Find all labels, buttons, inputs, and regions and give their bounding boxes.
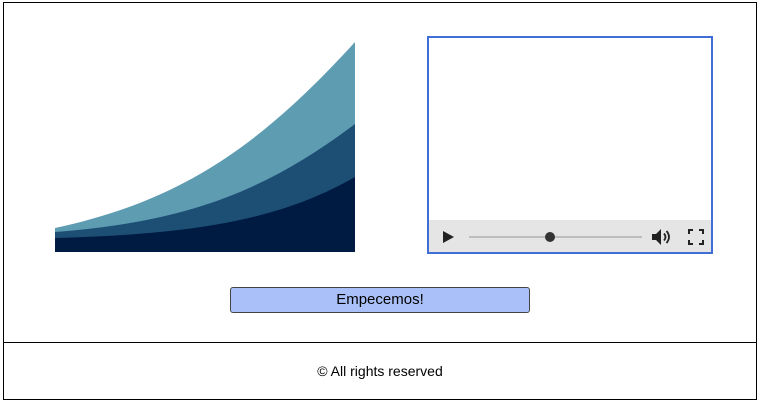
play-icon[interactable] xyxy=(443,231,454,243)
video-screen[interactable] xyxy=(429,38,711,220)
footer-copyright: © All rights reserved xyxy=(317,363,443,379)
volume-icon[interactable] xyxy=(651,228,673,246)
area-band-bottom xyxy=(55,177,355,252)
page-frame xyxy=(3,2,757,400)
progress-thumb[interactable] xyxy=(545,232,556,242)
video-player[interactable] xyxy=(427,36,713,254)
progress-slider[interactable] xyxy=(469,232,642,242)
stacked-area-illustration xyxy=(55,42,355,252)
footer-divider xyxy=(4,342,756,343)
fullscreen-icon[interactable] xyxy=(688,229,704,245)
start-button[interactable]: Empecemos! xyxy=(230,287,530,313)
video-controls xyxy=(429,220,711,252)
